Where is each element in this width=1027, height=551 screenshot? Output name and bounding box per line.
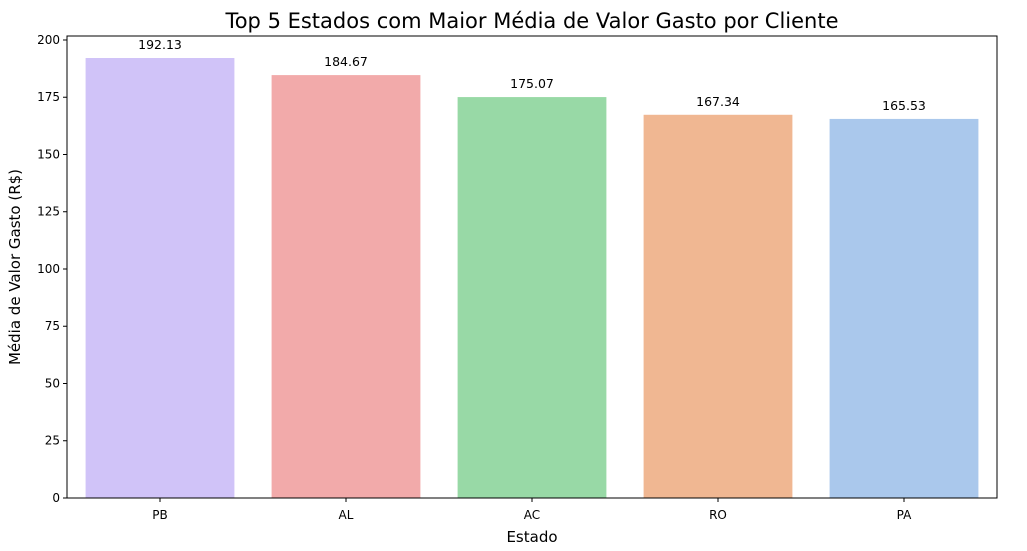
y-tick-label-200: 200	[37, 33, 60, 47]
y-tick-label-100: 100	[37, 262, 60, 276]
data-label-al: 184.67	[324, 54, 368, 69]
y-tick-label-125: 125	[37, 205, 60, 219]
x-tick-label-ro: RO	[709, 508, 727, 522]
data-label-pa: 165.53	[882, 98, 926, 113]
bar-pb	[85, 58, 235, 499]
y-tick-label-175: 175	[37, 90, 60, 104]
x-tick-label-al: AL	[339, 508, 354, 522]
y-axis: 0 25 50 75 100 125 150 175 200	[37, 33, 67, 505]
bar-pa	[829, 118, 979, 498]
bar-ro	[643, 114, 793, 498]
y-tick-label-75: 75	[45, 319, 60, 333]
x-tick-label-pb: PB	[152, 508, 167, 522]
data-label-pb: 192.13	[138, 37, 182, 52]
chart-title: Top 5 Estados com Maior Média de Valor G…	[224, 9, 838, 33]
bar-ac	[457, 97, 607, 499]
bars-group	[85, 58, 979, 499]
y-tick-label-25: 25	[45, 434, 60, 448]
y-tick-label-50: 50	[45, 376, 60, 390]
y-tick-label-150: 150	[37, 147, 60, 161]
data-label-ac: 175.07	[510, 76, 554, 91]
y-tick-label-0: 0	[52, 491, 60, 505]
x-tick-label-ac: AC	[524, 508, 540, 522]
plot-frame	[66, 35, 998, 499]
data-labels-group: 192.13 184.67 175.07 167.34 165.53	[138, 37, 926, 113]
x-tick-label-pa: PA	[897, 508, 912, 522]
x-axis: PB AL AC RO PA	[152, 498, 912, 522]
y-axis-label: Média de Valor Gasto (R$)	[6, 169, 24, 365]
x-axis-label: Estado	[506, 528, 557, 546]
data-label-ro: 167.34	[696, 94, 740, 109]
bar-al	[271, 75, 421, 498]
